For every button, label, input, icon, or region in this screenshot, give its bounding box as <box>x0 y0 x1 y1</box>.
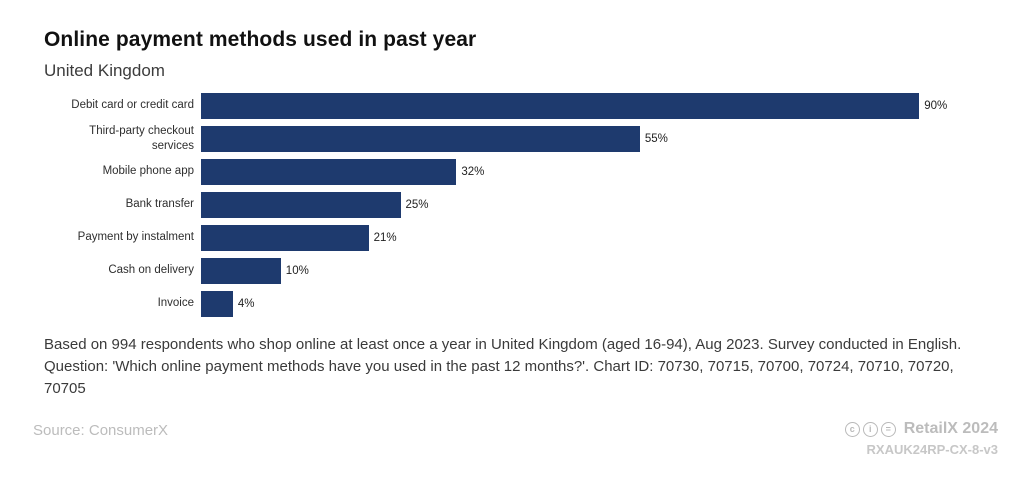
category-label: Mobile phone app <box>102 165 194 178</box>
value-label: 90% <box>924 99 948 112</box>
bar-row: Bank transfer 25% <box>44 188 999 221</box>
chart-code: RXAUK24RP-CX-8-v3 <box>866 442 998 457</box>
value-label: 55% <box>644 132 668 145</box>
bar <box>201 257 281 284</box>
value-label: 25% <box>405 198 429 211</box>
bar <box>201 158 457 185</box>
bar-track: 4% <box>201 287 999 320</box>
bar-row: Mobile phone app 32% <box>44 155 999 188</box>
category-label: Payment by instalment <box>77 231 194 244</box>
category-label: Bank transfer <box>125 198 194 211</box>
category-label: Third-party checkout services <box>89 125 194 152</box>
bar-row: Payment by instalment 21% <box>44 221 999 254</box>
bar <box>201 290 233 317</box>
bar-row: Debit card or credit card 90% <box>44 89 999 122</box>
footnote: Based on 994 respondents who shop online… <box>44 336 962 397</box>
bar-track: 10% <box>201 254 999 287</box>
value-label: 10% <box>285 264 309 277</box>
category-label: Debit card or credit card <box>71 99 194 112</box>
license-icons: c i = <box>844 421 896 437</box>
value-label: 21% <box>373 231 397 244</box>
bar-track: 32% <box>201 155 999 188</box>
brand-name: RetailX 2024 <box>903 420 998 437</box>
bar <box>201 191 401 218</box>
category-label: Invoice <box>157 297 194 310</box>
bar-track: 21% <box>201 221 999 254</box>
value-label: 32% <box>461 165 485 178</box>
bar-row: Invoice 4% <box>44 287 999 320</box>
chart-subtitle: United Kingdom <box>44 61 165 80</box>
brand-line: c i = RetailX 2024 <box>844 420 998 438</box>
bar-row: Third-party checkout services 55% <box>44 122 999 155</box>
bar-track: 90% <box>201 89 999 122</box>
footer-branding: c i = RetailX 2024 RXAUK24RP-CX-8-v3 <box>844 420 998 457</box>
source-label: Source: ConsumerX <box>33 422 169 439</box>
bar-row: Cash on delivery 10% <box>44 254 999 287</box>
category-label: Cash on delivery <box>108 264 194 277</box>
bar-track: 55% <box>201 122 999 155</box>
value-label: 4% <box>237 297 255 310</box>
cc-icon: c <box>844 421 860 437</box>
bar <box>201 92 920 119</box>
bar-chart: Debit card or credit card 90% Third-party … <box>44 89 999 320</box>
bar <box>201 125 640 152</box>
attribution-icon: i <box>862 421 878 437</box>
nd-icon: = <box>880 421 896 437</box>
chart-title: Online payment methods used in past year <box>44 28 477 51</box>
bar-track: 25% <box>201 188 999 221</box>
bar <box>201 224 369 251</box>
